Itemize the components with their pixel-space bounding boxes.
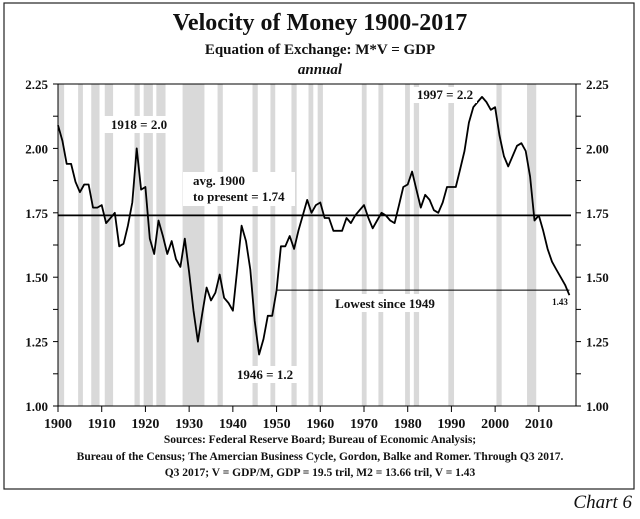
lowest-label: Lowest since 1949 [335,296,435,311]
frequency-note: annual [298,62,343,78]
recession-bar [448,84,455,406]
y-tick-label-left: 1.00 [25,399,48,414]
y-tick-label-right: 1.00 [586,399,609,414]
x-tick-label: 1920 [131,417,159,432]
x-tick-label: 1940 [219,417,247,432]
y-tick-label-right: 2.00 [586,141,609,156]
avg-label-line1: avg. 1900 [193,173,245,188]
reference-lines [58,214,571,291]
y-tick-label-right: 1.50 [586,270,609,285]
x-tick-label: 1970 [350,417,378,432]
recession-bar [361,84,367,406]
source-line-1: Sources: Federal Reserve Board; Bureau o… [164,434,476,446]
x-tick-label: 1930 [175,417,203,432]
recession-bar [182,84,205,406]
x-tick-label: 1900 [44,417,72,432]
y-tick-label-right: 2.25 [586,77,609,92]
x-tick-label: 2010 [525,417,553,432]
y-tick-label-right: 1.75 [586,206,609,221]
velocity-series-line [57,96,571,356]
x-tick-label: 2000 [481,417,509,432]
chart-subtitle: Equation of Exchange: M*V = GDP [205,42,435,58]
recession-bar [291,84,297,406]
y-tick-label-left: 2.00 [25,141,48,156]
x-tick-label: 1910 [88,417,116,432]
annotation-1946: 1946 = 1.2 [237,367,293,382]
x-tick-label: 1980 [394,417,422,432]
y-tick-label-right: 1.25 [586,335,609,350]
recession-bar [58,84,65,406]
avg-label-line2: to present = 1.74 [193,189,285,204]
annotations: 1918 = 2.0 avg. 1900 to present = 1.74 1… [102,87,568,383]
recession-bar [143,84,153,406]
recession-bar [496,84,502,406]
annotation-1997: 1997 = 2.2 [417,87,473,102]
recession-bar [317,84,323,406]
recession-bar [78,84,83,406]
recession-bar [378,84,384,406]
recession-bar [405,84,410,406]
recession-bar [156,84,166,406]
source-line-3: Q3 2017; V = GDP/M, GDP = 19.5 tril, M2 … [165,467,476,479]
recession-bar [104,84,114,406]
x-tick-label: 1950 [263,417,291,432]
recession-bar [270,84,276,406]
annotation-1918: 1918 = 2.0 [111,117,167,132]
y-tick-label-left: 2.25 [25,77,48,92]
recession-bar [91,84,100,406]
x-tick-label: 1960 [306,417,334,432]
y-tick-label-left: 1.75 [25,206,48,221]
recession-bar [413,84,420,406]
source-line-2: Bureau of the Census; The Amercian Busin… [77,451,564,463]
y-tick-label-left: 1.50 [25,270,48,285]
y-tick-label-left: 1.25 [25,335,48,350]
recession-shading [58,84,537,406]
chart-title: Velocity of Money 1900-2017 [173,10,467,36]
recession-bar [217,84,223,406]
last-value-label: 1.43 [552,297,568,307]
x-tick-label: 1990 [437,417,465,432]
recession-bar [527,84,537,406]
recession-bar [134,84,140,406]
chart-number: Chart 6 [573,492,632,513]
axes: 1.00 1.00 1.25 1.25 1.50 1.50 1.75 1.75 2.00 2.00… [25,77,609,432]
chart-frame [3,2,635,490]
recession-bar [308,84,314,406]
recession-bar [252,84,258,406]
